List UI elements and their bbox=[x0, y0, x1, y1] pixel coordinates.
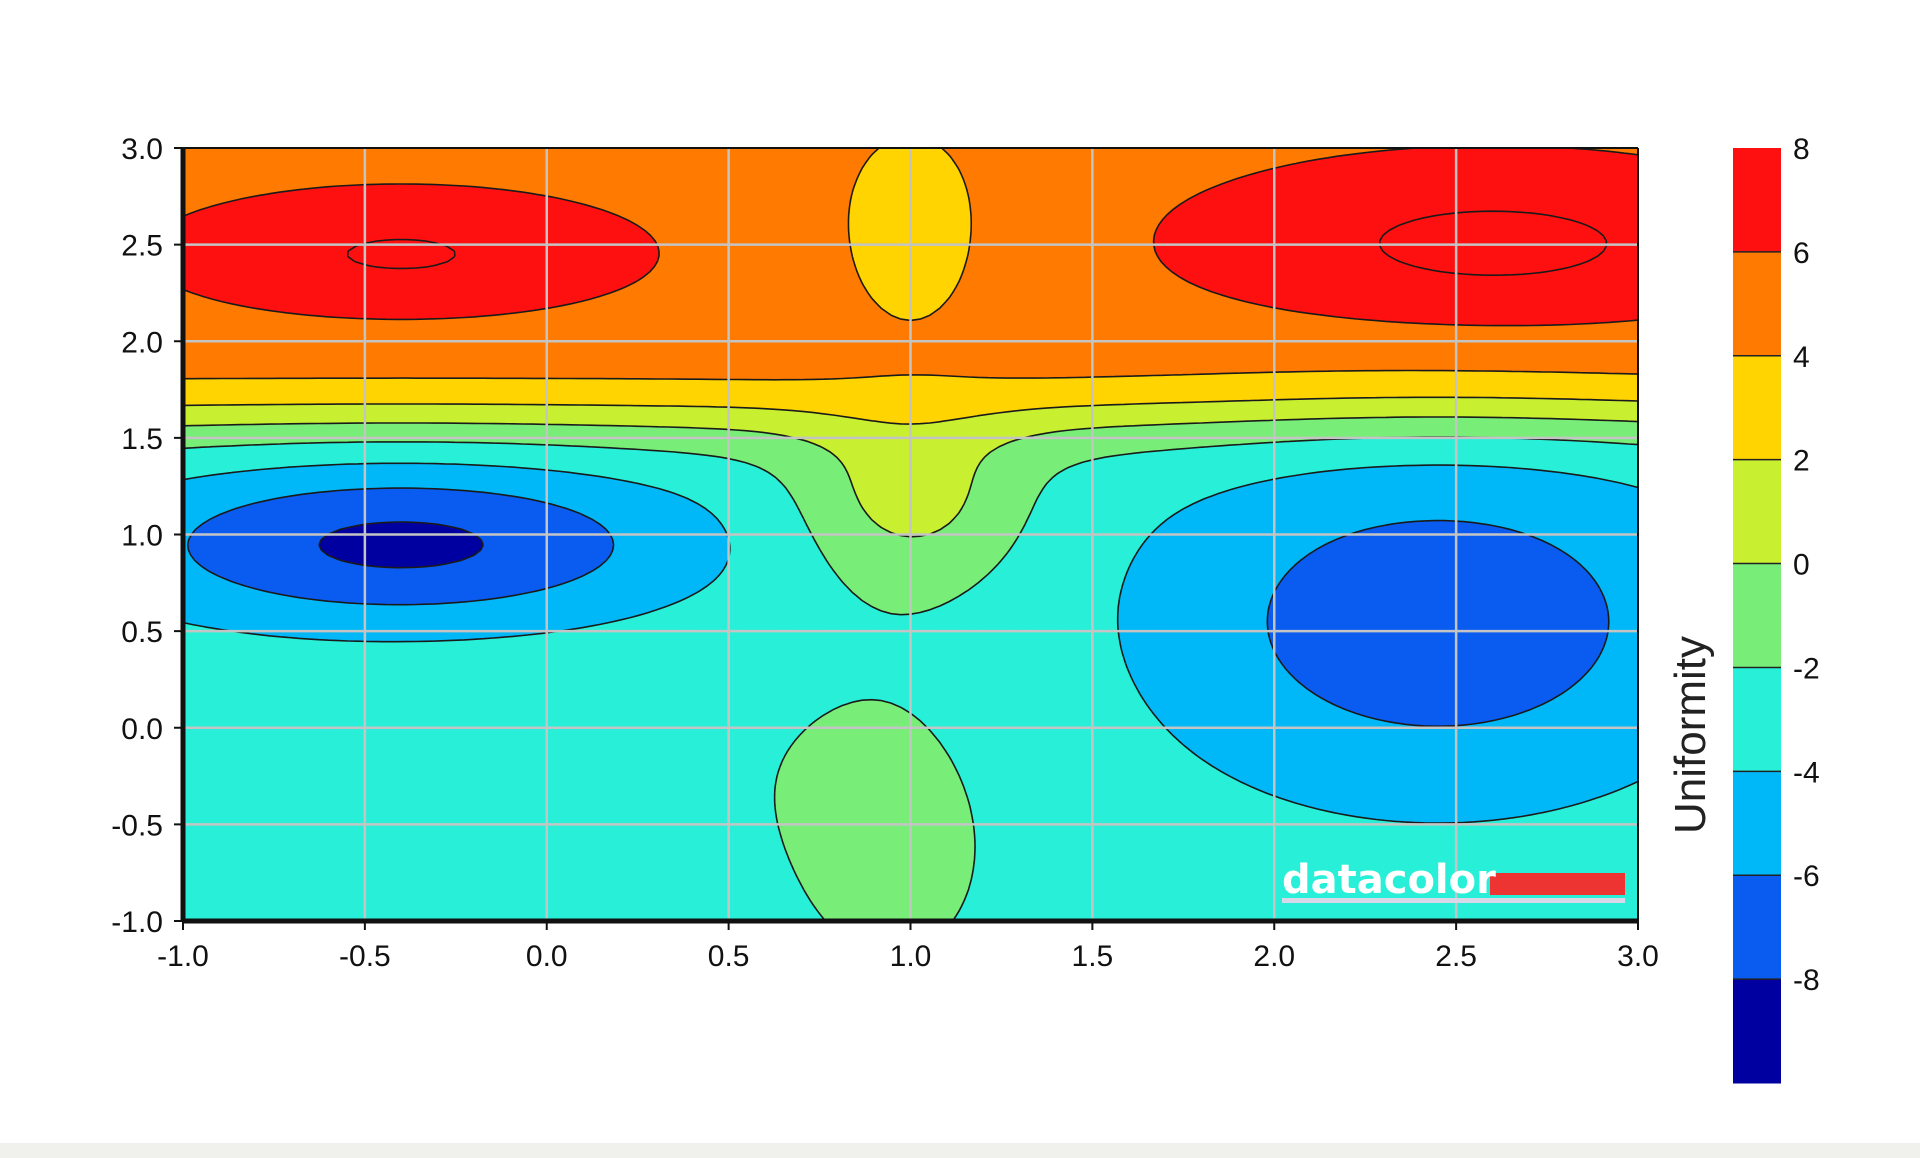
colorbar-tick-label: 8 bbox=[1793, 133, 1810, 166]
colorbar-label: Uniformity bbox=[1666, 636, 1715, 834]
y-axis-ticks: -1.0 -0.5 0.0 0.5 1.0 1.5 2.0 2.5 3.0 bbox=[111, 133, 183, 939]
y-tick-label: 0.5 bbox=[121, 616, 163, 649]
colorbar-swatch bbox=[1733, 460, 1781, 564]
colorbar-swatch bbox=[1733, 771, 1781, 875]
bottom-strip bbox=[0, 1143, 1920, 1158]
colorbar-tick-label: -2 bbox=[1793, 652, 1820, 685]
colorbar-tick-label: 6 bbox=[1793, 237, 1810, 270]
y-tick-label: -0.5 bbox=[111, 809, 163, 842]
colorbar-tick-label: -6 bbox=[1793, 860, 1820, 893]
y-tick-label: 3.0 bbox=[121, 133, 163, 166]
colorbar: 8 6 4 2 0 -2 -4 -6 -8 bbox=[1733, 133, 1820, 1084]
colorbar-swatch bbox=[1733, 667, 1781, 771]
y-tick-label: 1.0 bbox=[121, 520, 163, 553]
x-tick-label: 2.5 bbox=[1435, 940, 1477, 973]
y-tick-label: 2.0 bbox=[121, 326, 163, 359]
colorbar-swatch bbox=[1733, 875, 1781, 979]
x-tick-label: 1.5 bbox=[1072, 940, 1114, 973]
x-tick-label: -0.5 bbox=[339, 940, 391, 973]
x-tick-label: 0.0 bbox=[526, 940, 568, 973]
x-tick-label: 0.5 bbox=[708, 940, 750, 973]
x-tick-label: 1.0 bbox=[890, 940, 932, 973]
x-tick-label: -1.0 bbox=[157, 940, 209, 973]
colorbar-swatch bbox=[1733, 564, 1781, 668]
colorbar-tick-label: 2 bbox=[1793, 445, 1810, 478]
colorbar-swatch bbox=[1733, 148, 1781, 252]
x-axis-ticks: -1.0 -0.5 0.0 0.5 1.0 1.5 2.0 2.5 3.0 bbox=[157, 921, 1659, 973]
colorbar-tick-label: 4 bbox=[1793, 341, 1810, 374]
watermark-red-bar bbox=[1490, 873, 1625, 895]
watermark-text: datacolor bbox=[1282, 857, 1496, 903]
colorbar-swatch bbox=[1733, 356, 1781, 460]
colorbar-tick-label: -8 bbox=[1793, 964, 1820, 997]
y-tick-label: -1.0 bbox=[111, 906, 163, 939]
y-tick-label: 2.5 bbox=[121, 230, 163, 263]
x-tick-label: 2.0 bbox=[1253, 940, 1295, 973]
y-tick-label: 1.5 bbox=[121, 423, 163, 456]
colorbar-tick-label: -4 bbox=[1793, 756, 1820, 789]
y-tick-label: 0.0 bbox=[121, 713, 163, 746]
colorbar-swatch bbox=[1733, 979, 1781, 1083]
colorbar-tick-label: 0 bbox=[1793, 549, 1810, 582]
x-tick-label: 3.0 bbox=[1617, 940, 1659, 973]
colorbar-swatch bbox=[1733, 252, 1781, 356]
